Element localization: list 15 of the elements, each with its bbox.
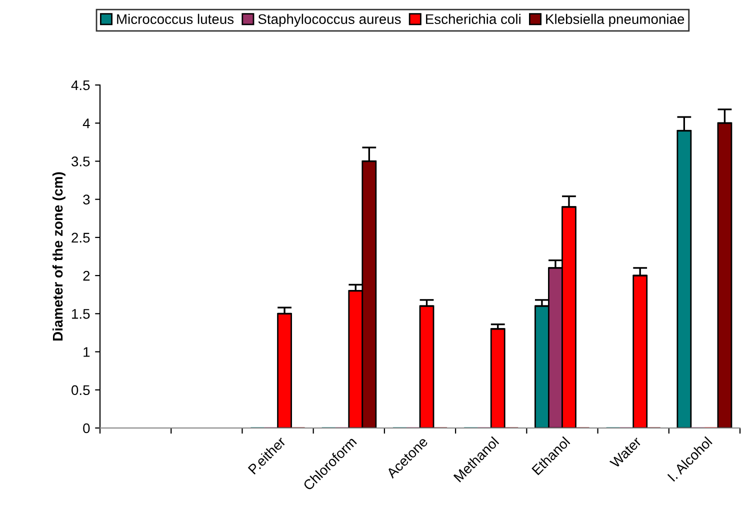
legend-label: Klebsiella pneumoniae — [546, 14, 684, 27]
y-tick-label: 3 — [83, 194, 90, 205]
y-tick-label: 2 — [83, 270, 90, 281]
legend-label: Staphylococcus aureus — [258, 14, 401, 27]
y-tick-label: 0 — [83, 423, 90, 434]
y-tick-label: 4 — [82, 118, 90, 128]
y-tick-label: 2.5 — [72, 232, 90, 243]
y-tick-label: 4.5 — [71, 80, 90, 90]
y-tick-label: 0.5 — [72, 385, 90, 396]
y-tick-label: 3.5 — [72, 156, 90, 166]
legend-label: Escherichia coli — [426, 14, 520, 24]
y-tick-label: 1.5 — [72, 309, 90, 319]
y-tick-label: 1 — [84, 347, 90, 357]
y-axis-title: Diameter of the zone (cm) — [52, 172, 66, 340]
legend-label: Micrococcus luteus — [117, 14, 234, 24]
